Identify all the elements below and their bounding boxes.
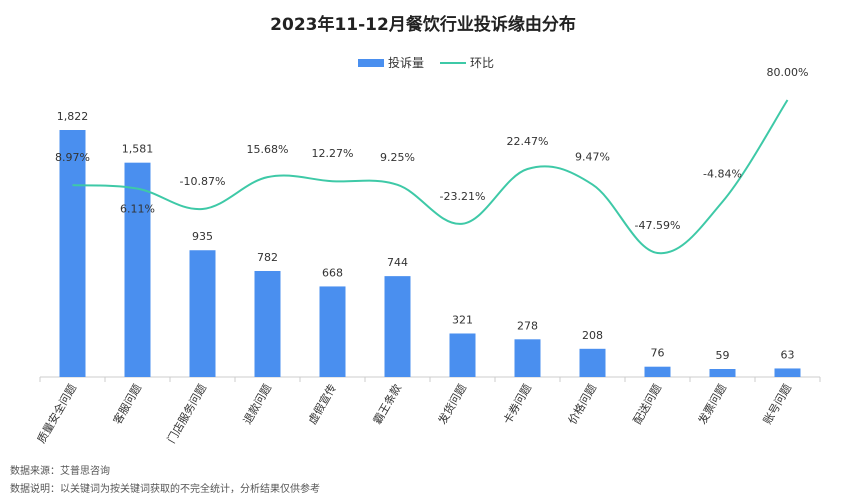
bar-value-label-9: 76 [651, 347, 665, 360]
line-value-label-4: 12.27% [312, 147, 354, 160]
bar-value-label-3: 782 [257, 251, 278, 264]
x-tick-label-11: 账号问题 [761, 382, 794, 427]
bar-0 [59, 130, 86, 377]
chart-title: 2023年11-12月餐饮行业投诉缘由分布 [270, 14, 576, 35]
x-tick-label-9: 配送问题 [630, 382, 664, 427]
bar-9 [644, 366, 671, 377]
bar-value-label-4: 668 [322, 266, 343, 279]
legend-bar-label: 投诉量 [388, 55, 424, 70]
x-tick-label-4: 虚假宣传 [305, 382, 339, 427]
bar-value-label-10: 59 [716, 349, 730, 362]
bar-value-label-5: 744 [387, 256, 408, 269]
line-value-label-3: 15.68% [247, 143, 289, 156]
x-tick-label-10: 发票问题 [695, 382, 729, 427]
bar-4 [319, 286, 346, 377]
bar-value-label-7: 278 [517, 319, 538, 332]
bar-value-label-0: 1,822 [57, 110, 89, 123]
bar-value-label-11: 63 [781, 348, 795, 361]
data-note: 数据说明：以关键词为按关键词获取的不完全统计，分析结果仅供参考 [10, 484, 320, 495]
x-tick-label-0: 质量安全问题 [34, 382, 79, 446]
bar-3 [254, 270, 281, 377]
legend-bar-swatch [358, 59, 384, 67]
x-tick-label-8: 价格问题 [565, 382, 599, 427]
line-labels: 8.97% 6.11% -10.87% 15.68% 12.27% 9.25% -23.21… [55, 66, 808, 232]
bar-11 [774, 368, 801, 377]
x-tick-label-5: 霸王条款 [370, 382, 404, 427]
line-value-label-0: 8.97% [55, 151, 90, 164]
x-tick-label-6: 发货问题 [435, 382, 469, 427]
x-tick-label-2: 门店服务问题 [164, 382, 209, 446]
bar-value-label-2: 935 [192, 230, 213, 243]
bars [59, 130, 801, 377]
line-layer [72, 99, 789, 255]
line-value-label-1: 6.11% [120, 203, 155, 216]
line-value-label-7: 22.47% [507, 135, 549, 148]
bar-6 [449, 333, 476, 377]
line-series-mom [72, 99, 789, 255]
x-tick-label-1: 客服问题 [110, 382, 144, 427]
bar-7 [514, 339, 541, 377]
line-value-label-11: 80.00% [767, 66, 809, 79]
line-value-label-8: 9.47% [575, 151, 610, 164]
bar-8 [579, 348, 606, 377]
bar-value-label-1: 1,581 [122, 143, 154, 156]
bar-1 [124, 162, 151, 377]
line-value-label-5: 9.25% [380, 151, 415, 164]
bar-2 [189, 250, 216, 377]
bar-labels: 1,822 1,581 935 782 668 744 321 278 208 76 59 63 [57, 110, 795, 362]
bar-10 [709, 369, 736, 377]
x-ticks: 质量安全问题 客服问题 门店服务问题 退款问题 虚假宣传 霸王条款 发货问题 卡券问题 价格问题… [34, 377, 821, 446]
data-source: 数据来源：艾普思咨询 [10, 466, 110, 477]
line-value-label-2: -10.87% [180, 175, 226, 188]
line-value-label-6: -23.21% [440, 190, 486, 203]
bar-5 [384, 276, 411, 377]
line-value-label-9: -47.59% [635, 219, 681, 232]
x-tick-label-7: 卡券问题 [500, 382, 534, 427]
legend: 投诉量 环比 [358, 55, 494, 70]
bar-value-label-8: 208 [582, 329, 603, 342]
x-tick-label-3: 退款问题 [240, 382, 274, 427]
legend-line-label: 环比 [470, 56, 494, 70]
line-value-label-10: -4.84% [703, 168, 742, 181]
bar-value-label-6: 321 [452, 313, 473, 326]
